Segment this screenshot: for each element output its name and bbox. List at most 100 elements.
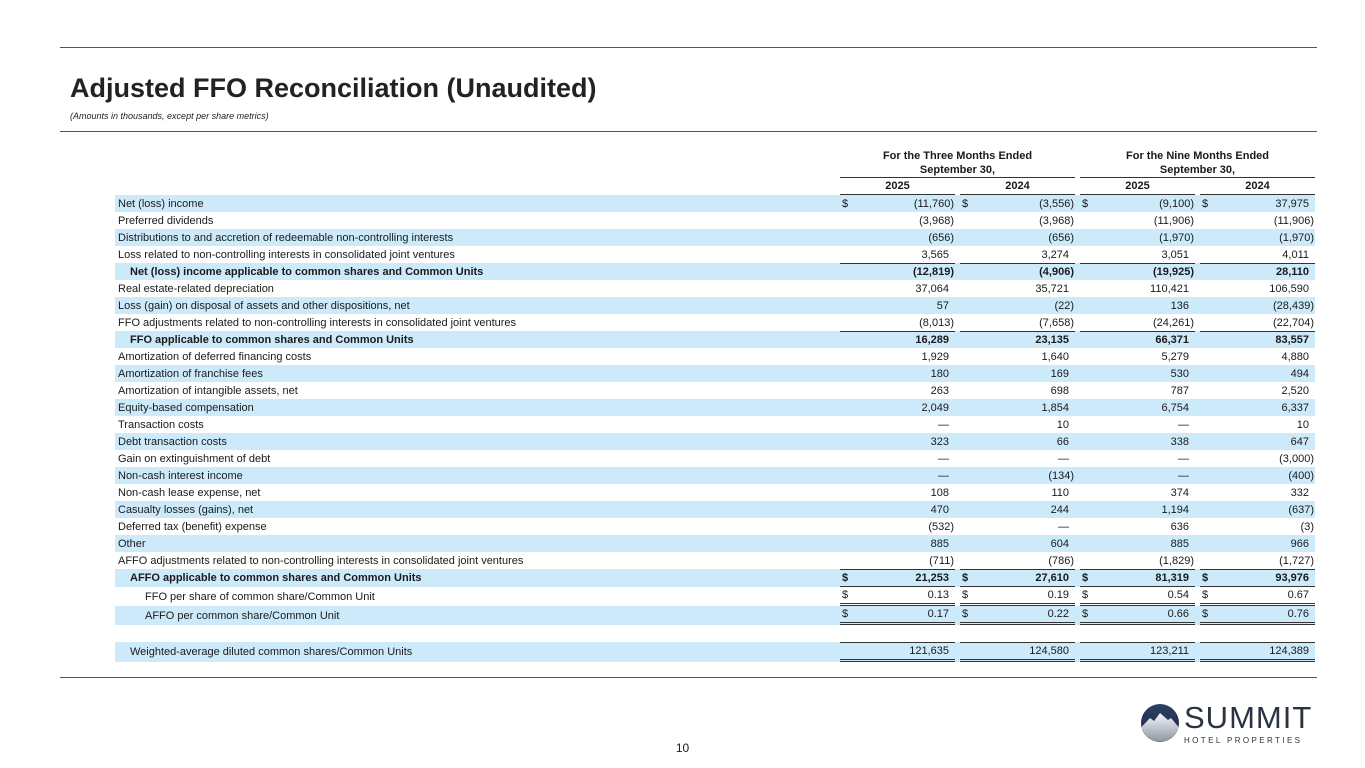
table-row: Net (loss) income $ (11,760) $ (3,556) $ (9,10… [115,195,1315,212]
value-cell: (22,704) [1195,314,1315,331]
value: — [938,452,949,465]
row-label: FFO per share of common share/Common Uni… [145,590,375,603]
value: 332 [1290,486,1309,499]
value-cell: 121,635 [835,642,955,662]
value: 244 [1050,503,1069,516]
value-cell: (400) [1195,467,1315,484]
row-label: Loss (gain) on disposal of assets and ot… [115,297,835,314]
dollar-sign: $ [962,572,969,584]
value: 2,049 [921,401,949,414]
value-cell: (134) [955,467,1075,484]
header-nine-months: For the Nine Months Ended September 30, [1075,146,1315,178]
dollar-sign: $ [1202,608,1209,620]
value: 81,319 [1155,572,1189,584]
value-cell: (11,906) [1075,212,1195,229]
value: (22) [1054,299,1074,312]
value: (3,556) [1039,197,1074,210]
value-cell: (11,906) [1195,212,1315,229]
value: 885 [1170,537,1189,550]
value: (22,704) [1273,316,1314,329]
value-cell: 470 [835,501,955,518]
value: 470 [930,503,949,516]
value: 338 [1170,435,1189,448]
value-cell: 3,051 [1075,246,1195,263]
page-subtitle: (Amounts in thousands, except per share … [70,111,269,121]
spacer-row [115,625,1315,642]
value: (24,261) [1153,316,1194,329]
table-row: AFFO per common share/Common Unit $0.17 $0… [115,606,1315,625]
value-cell: $0.13 [835,587,955,606]
value-cell: 180 [835,365,955,382]
row-label: Real estate-related depreciation [118,282,274,295]
value: 124,580 [1029,645,1069,657]
value-cell: 885 [1075,535,1195,552]
value: (1,829) [1159,554,1194,567]
value: — [1058,520,1069,533]
value-cell: 1,854 [955,399,1075,416]
value-cell: (637) [1195,501,1315,518]
value: 4,011 [1282,248,1309,261]
value-cell [1195,625,1315,642]
value-cell: (656) [955,229,1075,246]
value-cell: $ (3,556) [955,195,1075,212]
row-label: FFO applicable to common shares and Comm… [115,331,835,348]
value-cell: 332 [1195,484,1315,501]
table-row: AFFO applicable to common shares and Com… [115,569,1315,587]
value: 108 [930,486,949,499]
table-row: AFFO adjustments related to non-controll… [115,552,1315,569]
value-cell: (656) [835,229,955,246]
value: 374 [1170,486,1189,499]
year-header: 2024 [955,178,1075,195]
value: (11,760) [913,197,954,210]
value: — [938,469,949,482]
dollar-sign: $ [962,589,969,601]
table-row: Transaction costs — 10 — 10 [115,416,1315,433]
value: 0.66 [1167,608,1189,620]
dollar-sign: $ [1202,572,1209,584]
value-cell: $0.22 [955,606,1075,625]
logo-tagline: HOTEL PROPERTIES [1184,736,1303,745]
table-row: Amortization of deferred financing costs… [115,348,1315,365]
logo-name: SUMMIT [1184,700,1313,735]
mountain-logo-icon [1141,704,1179,742]
table-row: Weighted-average diluted common shares/C… [115,642,1315,662]
value: 0.22 [1047,608,1069,620]
value: 169 [1050,367,1069,380]
row-label: Amortization of intangible assets, net [118,384,298,397]
table-row: Loss related to non-controlling interest… [115,246,1315,263]
value-cell: (8,013) [835,314,955,331]
value: 530 [1170,367,1189,380]
value: 0.17 [927,608,949,620]
value: 23,135 [1035,334,1069,346]
value-cell: (22) [955,297,1075,314]
value: 180 [930,367,949,380]
value: 0.67 [1287,589,1309,601]
dollar-sign: $ [1082,572,1089,584]
value: (134) [1048,469,1074,482]
summit-logo: SUMMIT HOTEL PROPERTIES [1140,700,1312,746]
value: 5,279 [1161,350,1189,363]
value-cell: (28,439) [1195,297,1315,314]
row-label: AFFO applicable to common shares and Com… [115,569,835,587]
table-row: Debt transaction costs 323 66 338 647 [115,433,1315,450]
value: (11,906) [1273,214,1314,227]
value: 1,854 [1041,401,1069,414]
value-cell: — [955,518,1075,535]
value-cell: — [955,450,1075,467]
value-cell: 106,590 [1195,280,1315,297]
value-cell: 4,880 [1195,348,1315,365]
value: 83,557 [1275,334,1309,346]
value: 787 [1170,384,1189,397]
value: (12,819) [913,266,954,278]
value: 136 [1170,299,1189,312]
table-row: FFO per share of common share/Common Uni… [115,587,1315,606]
value: 323 [930,435,949,448]
value: (656) [1048,231,1074,244]
value-cell: 108 [835,484,955,501]
value: 37,975 [1275,197,1309,210]
value-cell: 698 [955,382,1075,399]
value: 37,064 [915,282,949,295]
value: (637) [1288,503,1314,516]
value: (3,968) [1039,214,1074,227]
value-cell [835,625,955,642]
